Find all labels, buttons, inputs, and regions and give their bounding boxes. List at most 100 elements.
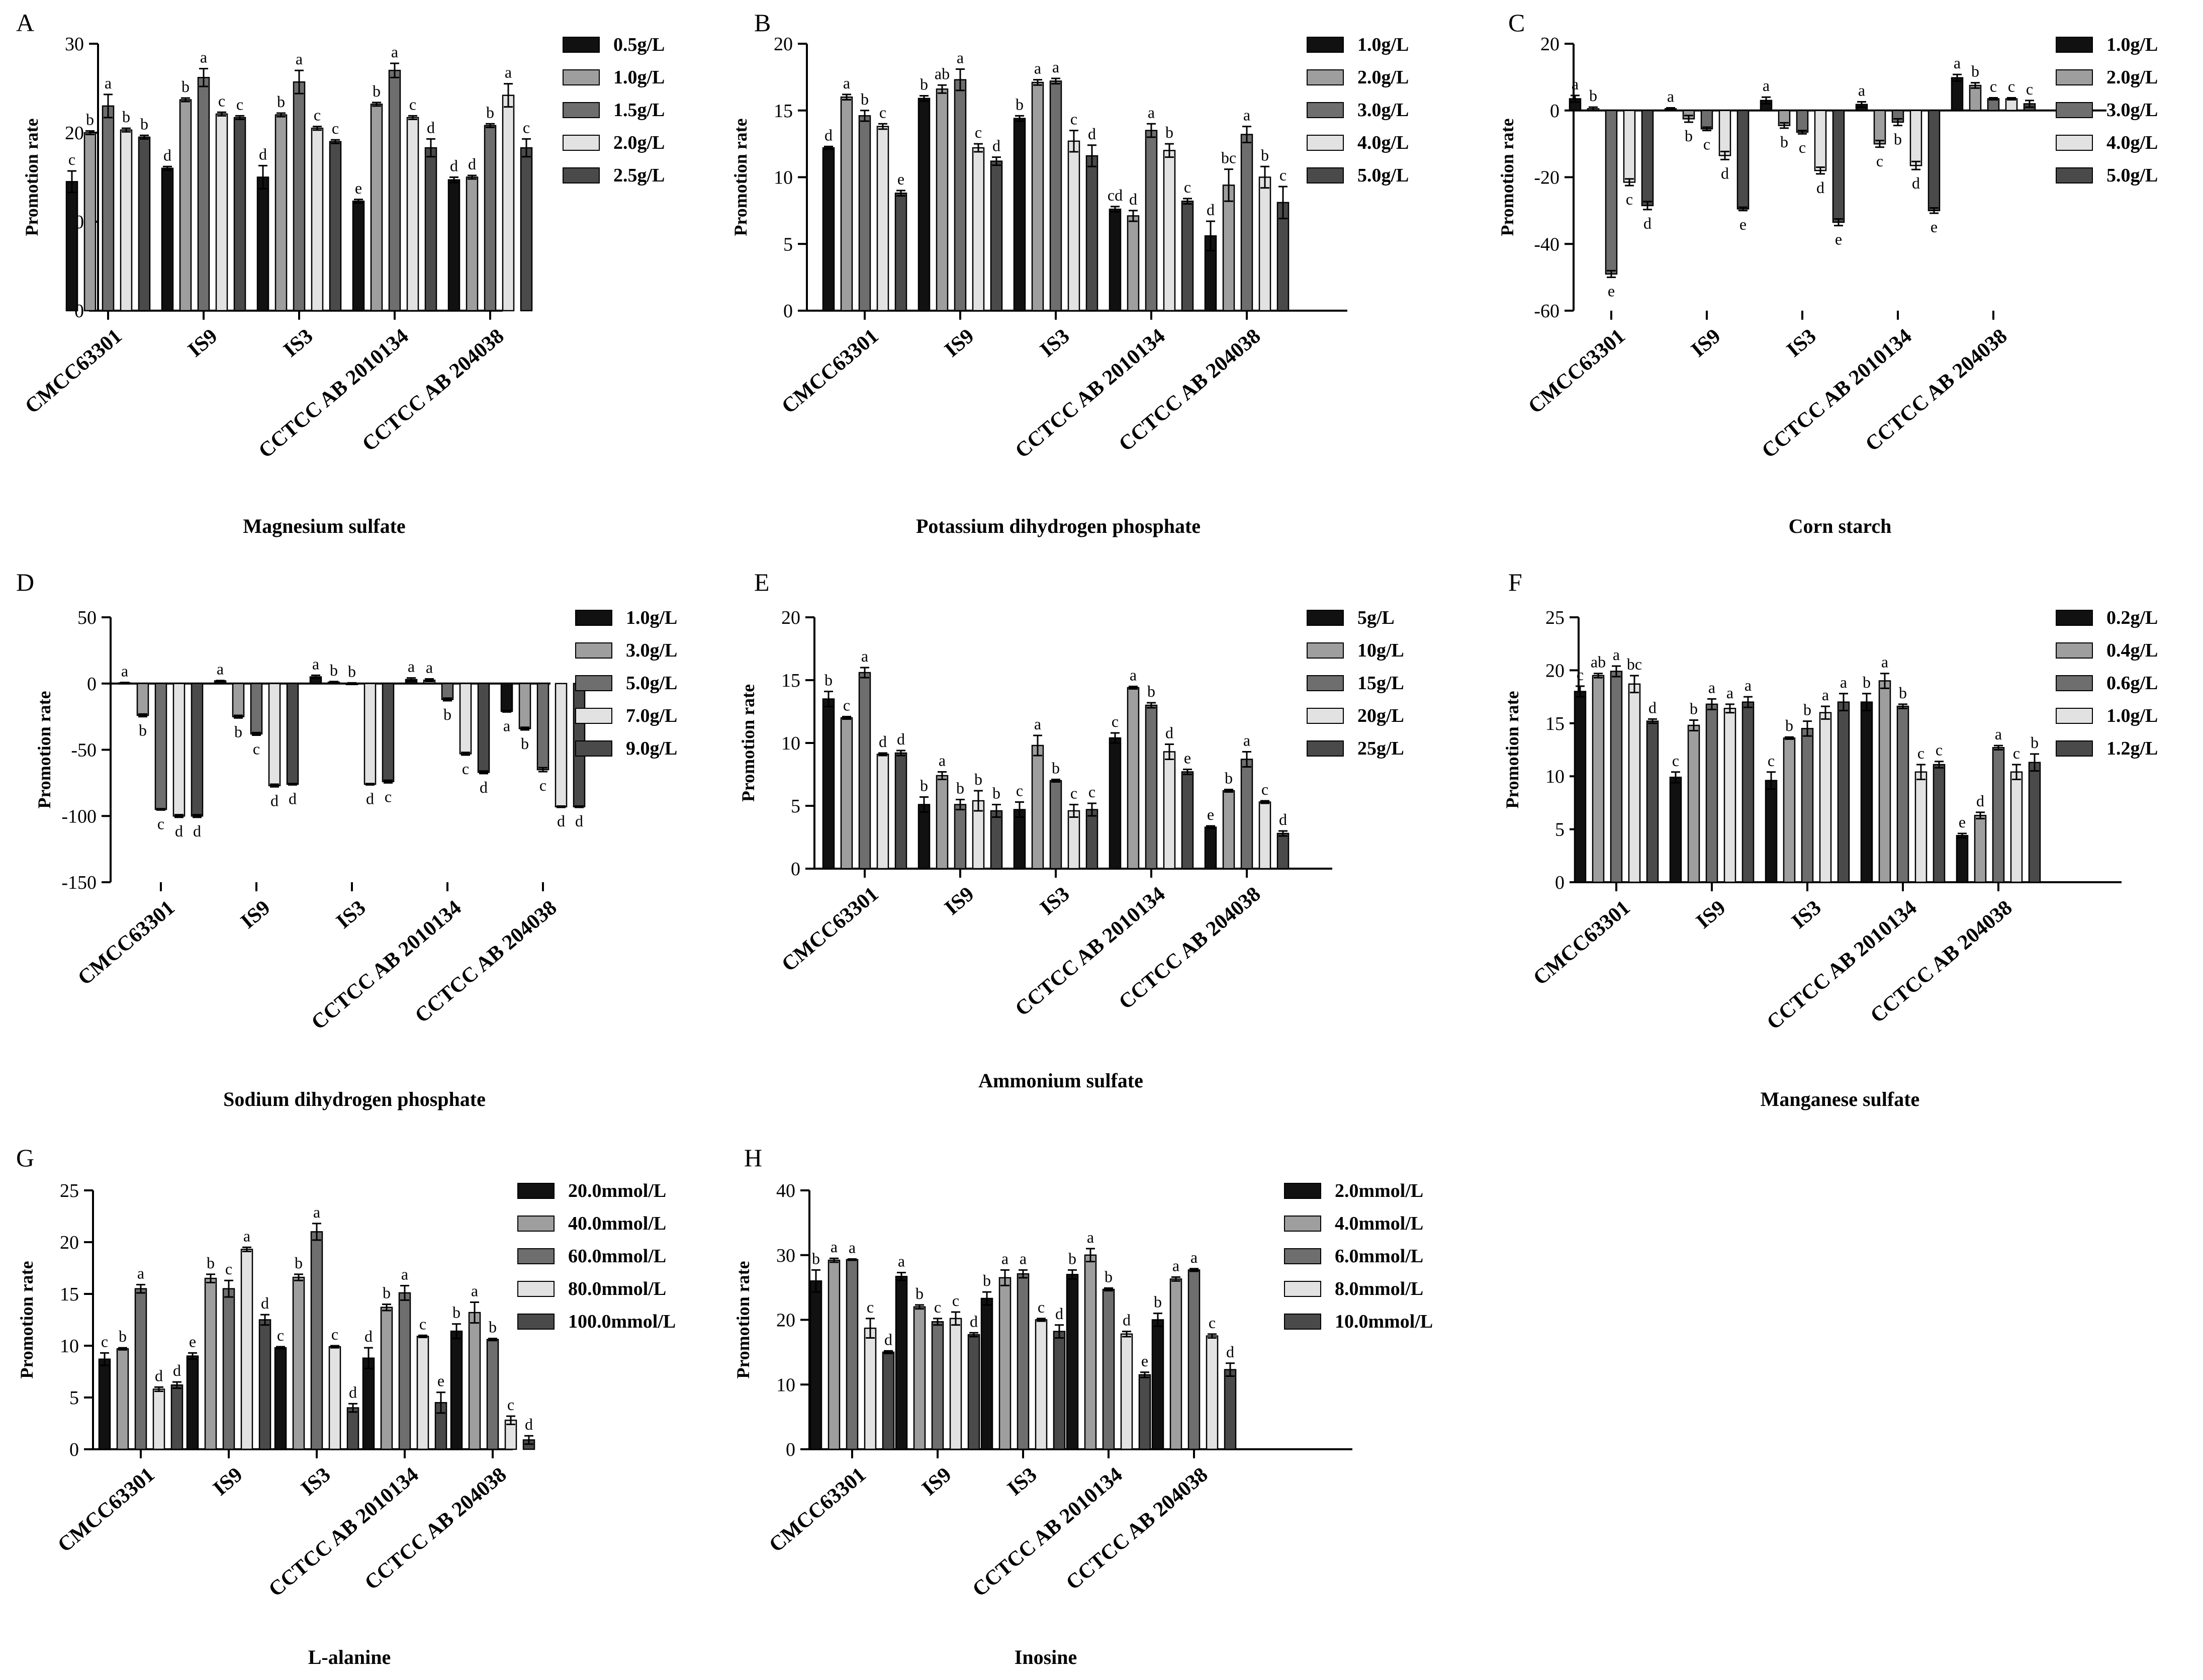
bar: [382, 683, 395, 782]
y-axis-label: Promotion rate: [733, 1261, 753, 1378]
legend-swatch: [2056, 675, 2093, 691]
significance-letter: b: [1154, 1293, 1162, 1311]
bar: [2028, 762, 2041, 883]
bar: [292, 1276, 305, 1450]
legend-swatch: [575, 708, 612, 724]
significance-letter: b: [443, 705, 451, 723]
bar: [822, 147, 835, 312]
y-tick-label: 5: [791, 796, 800, 817]
significance-letter: d: [259, 145, 267, 163]
bar: [1783, 737, 1796, 883]
bar: [828, 1259, 841, 1450]
category-label: CMCC63301: [765, 1463, 870, 1557]
legend-label: 1.0g/L: [2106, 705, 2158, 726]
y-tick-label: 20: [1545, 660, 1565, 681]
bar: [936, 88, 949, 312]
legend-swatch: [517, 1183, 555, 1199]
significance-letter: b: [1225, 769, 1233, 787]
bar: [913, 1306, 926, 1450]
bar: [894, 752, 907, 870]
significance-letter: a: [408, 658, 415, 676]
significance-letter: a: [471, 1281, 478, 1299]
significance-letter: b: [1052, 759, 1060, 777]
bar: [250, 683, 263, 735]
legend-swatch: [575, 675, 612, 691]
bar: [1224, 1369, 1237, 1450]
significance-letter: b: [140, 115, 148, 133]
y-tick-label: -50: [71, 740, 97, 761]
significance-letter: c: [1577, 666, 1584, 684]
bar: [1641, 110, 1654, 207]
significance-letter: e: [1959, 813, 1966, 831]
significance-letter: b: [1785, 716, 1793, 734]
bar: [136, 683, 149, 716]
legend-label: 20.0mmol/L: [568, 1180, 666, 1201]
significance-letter: a: [1881, 653, 1888, 671]
category-label: IS3: [1036, 324, 1074, 361]
significance-letter: c: [1209, 1314, 1216, 1332]
significance-letter: a: [1190, 1248, 1198, 1266]
significance-letter: b: [86, 110, 94, 128]
significance-letter: d: [155, 1366, 163, 1384]
significance-letter: c: [1936, 741, 1943, 759]
legend-swatch: [2056, 610, 2093, 626]
significance-letter: c: [1088, 783, 1095, 801]
bar: [380, 1306, 393, 1450]
significance-letter: d: [175, 822, 183, 840]
legend-label: 100.0mmol/L: [568, 1311, 676, 1332]
bar: [518, 683, 531, 729]
significance-letter: b: [861, 90, 869, 108]
significance-letter: e: [189, 1332, 196, 1350]
legend-swatch: [2056, 135, 2093, 151]
significance-letter: b: [983, 1271, 991, 1289]
bar: [83, 132, 97, 312]
significance-letter: a: [1034, 715, 1041, 733]
bar: [1138, 1374, 1151, 1450]
bar: [120, 129, 133, 312]
bar: [1927, 110, 1941, 212]
significance-letter: c: [1799, 138, 1806, 156]
significance-letter: b: [920, 75, 928, 94]
legend-label: 0.5g/L: [613, 34, 665, 55]
bar: [352, 201, 365, 312]
significance-letter: b: [207, 1254, 215, 1272]
significance-letter: b: [915, 1284, 924, 1302]
legend-swatch: [517, 1248, 555, 1264]
significance-letter: b: [348, 662, 356, 680]
legend-swatch: [517, 1281, 555, 1297]
bar: [809, 1280, 822, 1450]
significance-letter: a: [312, 655, 319, 673]
significance-letter: a: [1858, 81, 1865, 99]
y-tick-label: -100: [61, 806, 97, 827]
significance-letter: b: [181, 77, 190, 96]
significance-letter: c: [419, 1315, 426, 1333]
y-tick-label: 10: [774, 167, 793, 189]
significance-letter: b: [1068, 1249, 1076, 1267]
significance-letter: a: [1840, 673, 1847, 691]
legend-swatch: [1307, 167, 1344, 183]
legend-label: 5.0g/L: [1357, 165, 1409, 186]
significance-letter: a: [861, 647, 868, 665]
significance-letter: a: [426, 659, 433, 677]
significance-letter: a: [1954, 54, 1961, 72]
significance-letter: b: [920, 777, 928, 795]
bar: [1109, 737, 1122, 870]
category-label: IS9: [209, 1463, 247, 1500]
significance-letter: a: [505, 63, 512, 81]
bar: [416, 1336, 429, 1450]
y-tick-label: 5: [69, 1387, 79, 1409]
legend-label: 1.0g/L: [1357, 34, 1409, 55]
bar: [172, 683, 186, 817]
category-label: IS3: [1036, 882, 1074, 919]
bar: [441, 683, 454, 700]
bar: [1127, 215, 1140, 312]
significance-letter: a: [1572, 75, 1579, 93]
bar: [876, 126, 889, 312]
significance-letter: a: [1130, 666, 1137, 684]
significance-letter: c: [157, 814, 164, 832]
significance-letter: d: [427, 118, 435, 136]
panel-title: Potassium dihydrogen phosphate: [916, 515, 1201, 537]
bar: [949, 1318, 962, 1450]
y-axis-label: Promotion rate: [1502, 691, 1522, 808]
